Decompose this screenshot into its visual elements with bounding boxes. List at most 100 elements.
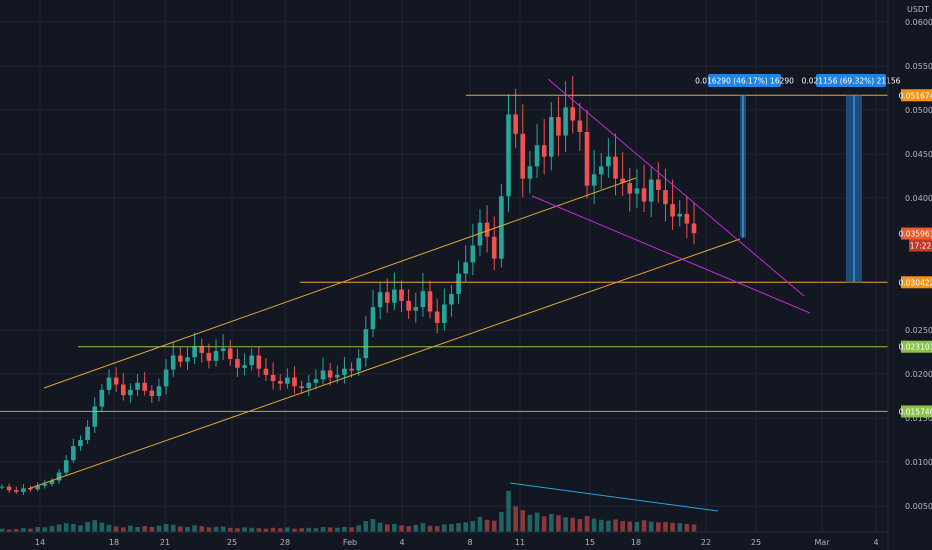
volume-bar <box>506 490 511 532</box>
volume-bar <box>591 518 597 532</box>
volume-bar <box>420 523 426 532</box>
candle-body <box>456 273 461 294</box>
currency-label: USDT <box>907 5 929 14</box>
candle-body <box>242 365 247 368</box>
volume-bar <box>648 521 654 532</box>
time-tick-label: 4 <box>399 538 404 547</box>
candle-body <box>270 374 276 382</box>
candle-body <box>178 355 183 362</box>
measure-tools[interactable]: 0.016290 (46.17%) 16290 0.021156 (69.32%)… <box>695 74 901 283</box>
volume-bar <box>484 519 490 532</box>
candle-body <box>263 368 269 375</box>
volume-bar <box>299 528 304 532</box>
candle-body <box>56 472 62 481</box>
time-tick-label: 18 <box>109 538 119 547</box>
time-tick-label: 21 <box>160 538 170 547</box>
volume-bar <box>249 527 254 532</box>
time-tick-label: 25 <box>751 538 761 547</box>
time-tick-label: 11 <box>515 538 525 547</box>
countdown-label: 17:22 <box>910 242 932 251</box>
volume-bar <box>292 528 297 532</box>
candle-body <box>663 190 668 205</box>
candle-body <box>463 262 469 274</box>
candle-body <box>299 386 304 389</box>
volume-bar <box>563 517 568 532</box>
price-tag-label: 0.030422 <box>899 278 932 287</box>
measure-label: 0.021156 (69.32%) 21156 <box>802 77 901 86</box>
volume-bar <box>199 526 205 532</box>
candle-body <box>128 389 133 396</box>
candle-body <box>620 178 625 184</box>
price-tag-box <box>901 340 932 353</box>
volume-bar <box>449 524 454 532</box>
measure-label: 0.016290 (46.17%) 16290 <box>695 77 794 86</box>
measure-label-box <box>708 74 781 87</box>
time-tick-label: 28 <box>280 538 290 547</box>
candle-body <box>71 446 76 461</box>
price-axis[interactable]: 0.060000 0.055000 0.050000 0.045000 0.040000… <box>905 18 932 511</box>
candle-body <box>306 382 312 389</box>
volume-bar <box>413 524 419 532</box>
volume-bar <box>620 521 625 532</box>
candle-body <box>413 307 419 311</box>
volume-bar <box>320 526 326 532</box>
volume-bar <box>627 521 633 532</box>
time-axis[interactable]: 14 18 21 25 28 Feb 4 8 11 15 18 22 25 Mar 4 <box>35 538 879 547</box>
volume-bar <box>277 528 283 532</box>
volume-bar <box>656 522 661 532</box>
price-tick-label: 0.005000 <box>905 502 932 511</box>
volume-bar <box>399 525 404 532</box>
candle-body <box>21 488 26 492</box>
candle-body <box>634 188 640 194</box>
volume-bar <box>170 524 176 532</box>
price-tick-label: 0.040000 <box>905 194 932 203</box>
volume-bar <box>313 528 319 532</box>
candle-body <box>113 377 119 385</box>
volume-bar <box>163 524 169 532</box>
time-tick-label: 4 <box>873 538 878 547</box>
price-tags: 0.051674 0.035961 0.030422 0.023101 0.015746… <box>899 89 932 418</box>
volume-trend-line <box>509 482 719 512</box>
volume-bar <box>541 516 547 532</box>
volume-bars <box>0 490 697 532</box>
candle-body <box>170 355 176 370</box>
candle-body <box>227 348 233 360</box>
candle-body <box>584 132 590 186</box>
volume-bar <box>99 522 105 532</box>
candle-body <box>399 289 404 301</box>
candle-body <box>570 107 576 121</box>
volume-bar <box>513 506 518 532</box>
volume-bar <box>349 527 354 532</box>
channel-upper-line <box>43 177 637 389</box>
price-tag-box <box>901 227 932 240</box>
candle-body <box>491 236 497 259</box>
volume-bar <box>256 528 262 532</box>
candle-body <box>377 292 383 308</box>
price-tag-label: 0.015746 <box>899 407 932 416</box>
candle-body <box>442 304 447 323</box>
candle-body <box>163 369 169 387</box>
volume-bar <box>534 512 540 532</box>
trend-drawings[interactable] <box>0 78 888 512</box>
candle-body <box>613 156 618 179</box>
volume-bar <box>56 524 62 532</box>
volume-bar <box>327 527 333 532</box>
volume-bar <box>156 525 162 532</box>
candle-body <box>185 357 190 362</box>
candle-body <box>256 355 262 369</box>
candle-body <box>541 145 547 157</box>
candle-body <box>235 359 240 368</box>
volume-bar <box>149 526 155 532</box>
candlesticks <box>0 75 697 495</box>
candle-body <box>6 486 12 491</box>
time-tick-label: Mar <box>814 538 830 547</box>
candle-body <box>85 426 90 440</box>
volume-bar <box>135 526 140 532</box>
candle-body <box>199 345 205 353</box>
candle-body <box>691 223 697 234</box>
candle-body <box>606 156 611 167</box>
price-tick-label: 0.020000 <box>905 370 932 379</box>
volume-bar <box>342 526 347 532</box>
volume-bar <box>63 523 69 532</box>
